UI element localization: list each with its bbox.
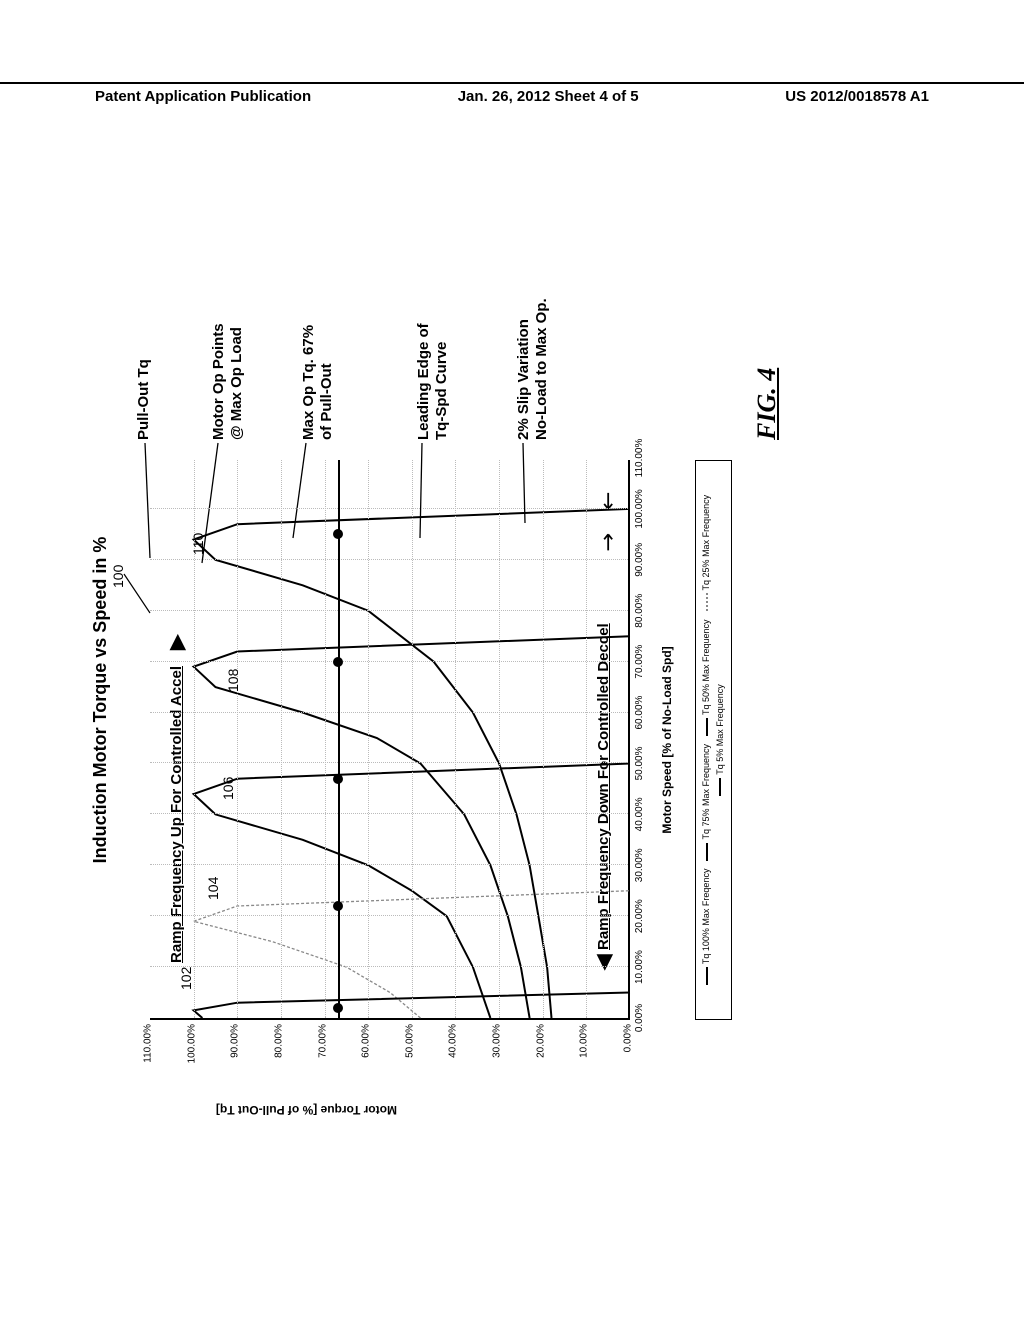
y-tick-label: 30.00% bbox=[492, 1024, 503, 1058]
x-axis-label: Motor Speed [% of No-Load Spd] bbox=[660, 460, 674, 1020]
grid-v bbox=[150, 712, 628, 713]
callout-c5: 2% Slip VariationNo-Load to Max Op. bbox=[515, 298, 551, 440]
x-tick-label: 110.00% bbox=[634, 439, 645, 478]
callout-c4: Leading Edge ofTq-Spd Curve bbox=[415, 323, 451, 440]
y-tick-label: 10.00% bbox=[579, 1024, 590, 1058]
operating-point bbox=[333, 1003, 343, 1013]
legend-swatch-icon bbox=[706, 843, 708, 861]
x-tick-label: 40.00% bbox=[634, 797, 645, 831]
ref-num-100: 100 bbox=[110, 565, 126, 588]
grid-h bbox=[412, 460, 413, 1018]
legend-swatch-icon bbox=[706, 967, 708, 985]
callout-leader bbox=[293, 443, 306, 538]
grid-v bbox=[150, 864, 628, 865]
legend-swatch-icon bbox=[706, 593, 708, 611]
y-tick-label: 0.00% bbox=[623, 1024, 634, 1052]
callout-c3: Max Op Tq. 67%of Pull-Out bbox=[300, 325, 336, 440]
x-tick-label: 70.00% bbox=[634, 645, 645, 679]
curves-svg bbox=[150, 458, 630, 1018]
grid-h bbox=[281, 460, 282, 1018]
figure-rotated-wrap: Induction Motor Torque vs Speed in % Ram… bbox=[10, 300, 1010, 1100]
header-left: Patent Application Publication bbox=[0, 88, 311, 105]
slip-arrow-left bbox=[604, 534, 612, 550]
y-tick-label: 60.00% bbox=[361, 1024, 372, 1058]
operating-point bbox=[333, 901, 343, 911]
page-header: Patent Application Publication Jan. 26, … bbox=[0, 82, 1024, 105]
grid-h bbox=[368, 460, 369, 1018]
max-op-torque-line bbox=[338, 460, 340, 1018]
legend-item: Tq 5% Max Frequency bbox=[715, 684, 725, 796]
grid-v bbox=[150, 915, 628, 916]
x-tick-label: 60.00% bbox=[634, 696, 645, 730]
operating-point bbox=[333, 774, 343, 784]
chart-title: Induction Motor Torque vs Speed in % bbox=[90, 300, 111, 1100]
x-tick-label: 100.00% bbox=[634, 489, 645, 528]
x-tick-label: 10.00% bbox=[634, 950, 645, 984]
legend-item: Tq 75% Max Frequency bbox=[701, 744, 711, 861]
ramp-accel-arrow-icon: ▶ bbox=[164, 635, 189, 650]
y-tick-label: 90.00% bbox=[230, 1024, 241, 1058]
grid-h bbox=[237, 460, 238, 1018]
y-tick-label: 110.00% bbox=[143, 1024, 154, 1063]
y-axis-label: Motor Torque [% of Pull-Out Tq] bbox=[216, 1103, 397, 1117]
grid-h bbox=[455, 460, 456, 1018]
y-tick-label: 40.00% bbox=[448, 1024, 459, 1058]
y-tick-label: 70.00% bbox=[317, 1024, 328, 1058]
legend-swatch-icon bbox=[719, 778, 721, 796]
grid-v bbox=[150, 762, 628, 763]
callout-leader bbox=[145, 443, 150, 558]
ref-num-110: 110 bbox=[190, 533, 206, 555]
ref-num-102: 102 bbox=[178, 967, 194, 990]
grid-v bbox=[150, 966, 628, 967]
ref-num-108: 108 bbox=[225, 669, 241, 692]
ref-num-106: 106 bbox=[220, 777, 236, 800]
y-tick-label: 80.00% bbox=[273, 1024, 284, 1058]
grid-h bbox=[499, 460, 500, 1018]
operating-point bbox=[333, 657, 343, 667]
grid-h bbox=[543, 460, 544, 1018]
grid-v bbox=[150, 813, 628, 814]
grid-h bbox=[325, 460, 326, 1018]
callout-leader bbox=[420, 443, 422, 538]
header-center: Jan. 26, 2012 Sheet 4 of 5 bbox=[458, 88, 639, 105]
grid-h bbox=[586, 460, 587, 1018]
plot-area: Ramp Frequency Up For Controlled Accel ▶… bbox=[150, 460, 630, 1020]
legend-item: Tq 100% Max Freqency bbox=[701, 869, 711, 986]
ramp-decel-arrow-icon: ◀ bbox=[591, 955, 616, 970]
grid-v bbox=[150, 661, 628, 662]
ref-leader bbox=[124, 574, 150, 613]
x-tick-label: 50.00% bbox=[634, 747, 645, 781]
legend-item: Tq 25% Max Frequency bbox=[701, 495, 711, 612]
y-tick-label: 100.00% bbox=[186, 1024, 197, 1063]
grid-v bbox=[150, 559, 628, 560]
x-tick-label: 30.00% bbox=[634, 848, 645, 882]
callout-c2: Motor Op Points@ Max Op Load bbox=[210, 323, 246, 440]
operating-point bbox=[333, 529, 343, 539]
ramp-decel-label: Ramp Frequency Down For Controlled Decce… bbox=[595, 623, 612, 950]
ref-num-104: 104 bbox=[205, 877, 221, 900]
callout-leader bbox=[523, 443, 525, 523]
chart-container: Induction Motor Torque vs Speed in % Ram… bbox=[70, 300, 710, 1100]
slip-arrow-right bbox=[604, 493, 612, 509]
ramp-accel-label: Ramp Frequency Up For Controlled Accel bbox=[168, 666, 185, 963]
callout-c1: Pull-Out Tq bbox=[135, 359, 153, 440]
x-tick-label: 90.00% bbox=[634, 543, 645, 577]
y-tick-label: 50.00% bbox=[404, 1024, 415, 1058]
grid-v bbox=[150, 508, 628, 509]
legend-box: Tq 100% Max Freqency Tq 75% Max Frequency… bbox=[695, 460, 732, 1020]
figure-label: FIG. 4 bbox=[752, 368, 782, 440]
x-tick-label: 80.00% bbox=[634, 594, 645, 628]
header-right: US 2012/0018578 A1 bbox=[785, 88, 1024, 105]
x-tick-label: 20.00% bbox=[634, 899, 645, 933]
y-tick-label: 20.00% bbox=[535, 1024, 546, 1058]
x-tick-label: 0.00% bbox=[634, 1004, 645, 1032]
legend-item: Tq 50% Max Frequency bbox=[701, 619, 711, 736]
grid-v bbox=[150, 610, 628, 611]
legend-swatch-icon bbox=[706, 718, 708, 736]
